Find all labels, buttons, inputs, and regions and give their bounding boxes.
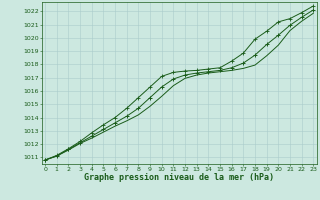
X-axis label: Graphe pression niveau de la mer (hPa): Graphe pression niveau de la mer (hPa) — [84, 173, 274, 182]
